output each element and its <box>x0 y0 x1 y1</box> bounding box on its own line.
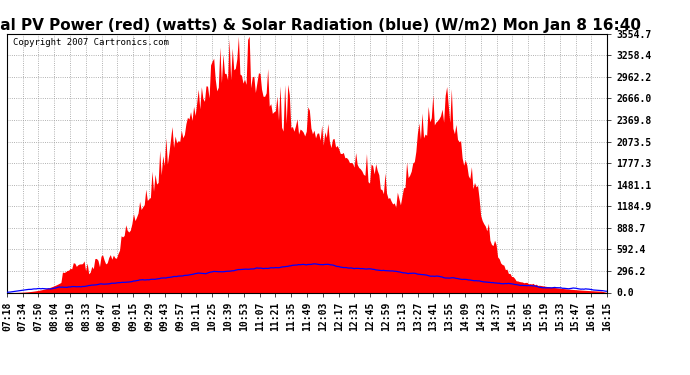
Title: Total PV Power (red) (watts) & Solar Radiation (blue) (W/m2) Mon Jan 8 16:40: Total PV Power (red) (watts) & Solar Rad… <box>0 18 640 33</box>
Text: Copyright 2007 Cartronics.com: Copyright 2007 Cartronics.com <box>13 38 169 46</box>
